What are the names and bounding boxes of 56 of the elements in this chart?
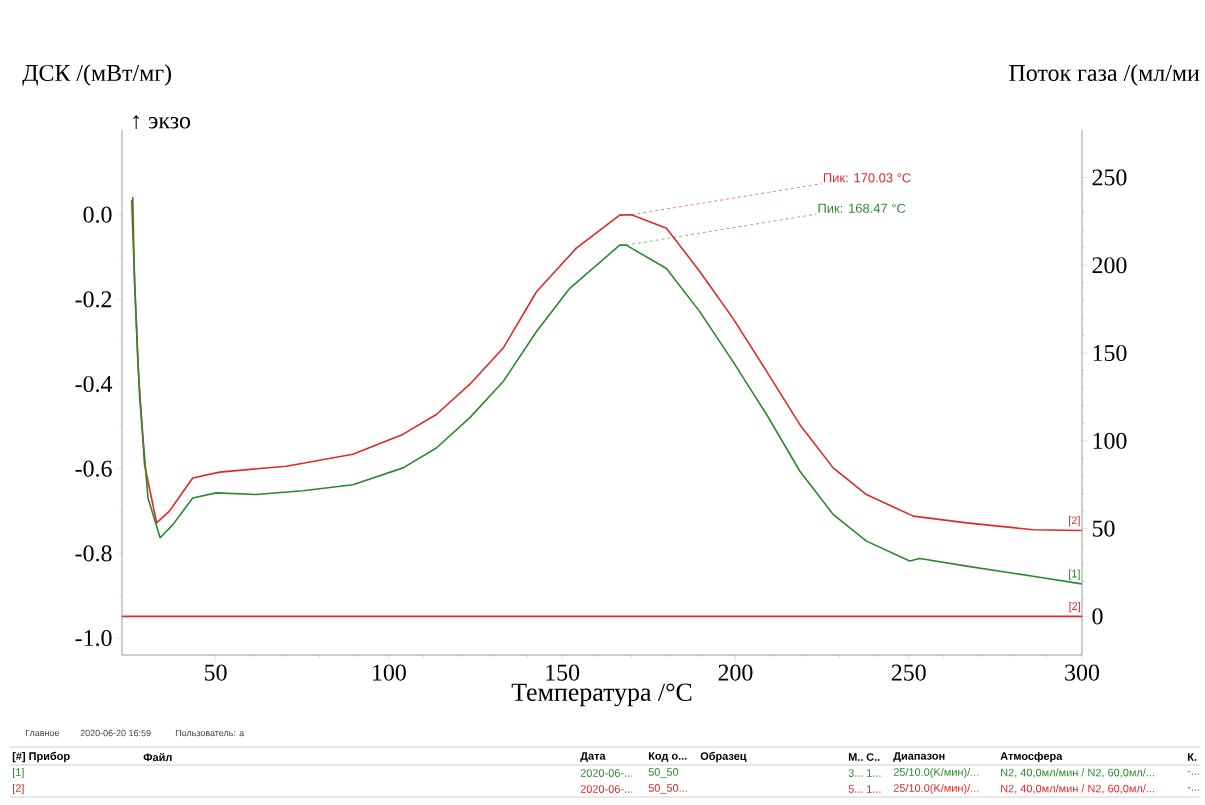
text: Код о...: [648, 752, 687, 762]
x-tick-label: 200: [718, 664, 753, 681]
text: Дата: [580, 752, 606, 762]
x-axis-title: Температура /°C: [511, 683, 692, 707]
text: 2020-06-...: [580, 785, 633, 793]
series-label: [2]: [1069, 601, 1081, 613]
text: 3...: [848, 769, 863, 777]
text: 50_50...: [648, 784, 687, 794]
y-tick-label: 0.0: [83, 206, 112, 223]
text: К.: [1187, 753, 1197, 761]
x-tick-label: 100: [373, 664, 406, 681]
y2-tick-label: 250: [1092, 169, 1127, 186]
text: 25/10.0(K/мин)/...: [893, 767, 979, 779]
y-tick-label: -0.8: [75, 545, 112, 562]
annotation: Пик: 168.47 °C: [818, 203, 906, 213]
text: ↑ экзо: [133, 114, 191, 130]
text: 1...: [867, 769, 881, 777]
series-label: [2]: [1069, 516, 1080, 527]
x-tick-label: 250: [891, 664, 926, 681]
x-tick-label: 150: [546, 664, 580, 681]
text: Пользователь: a: [175, 729, 245, 737]
y2-tick-label: 200: [1092, 257, 1127, 274]
x-tick-label: 50: [205, 664, 227, 681]
text: N2, 40,0мл/мин / N2, 60,0мл/...: [1001, 784, 1154, 794]
text: Файл: [143, 752, 172, 762]
y2-tick-label: 50: [1092, 520, 1115, 537]
y2-tick-label: 0: [1092, 608, 1103, 625]
text: [#] Прибор: [12, 751, 70, 763]
series-label: [1]: [1069, 569, 1080, 580]
text: 50_50: [648, 768, 679, 778]
text: [1]: [12, 767, 24, 779]
text: Атмосфера: [1000, 751, 1063, 763]
y2-axis-title: Поток газа /(мл/ми: [1009, 64, 1200, 86]
text: 2020-06-...: [580, 769, 633, 777]
text: 2020-06-20 16:59: [80, 729, 151, 737]
text: 25/10.0(K/мин)/...: [893, 783, 979, 795]
x-tick-label: 300: [1065, 664, 1100, 681]
text: Диапазон: [893, 752, 945, 762]
y-tick-label: -0.2: [75, 291, 112, 308]
text: -...: [1187, 787, 1199, 791]
text: 5...: [848, 785, 863, 793]
y-tick-label: -0.4: [75, 375, 113, 393]
y2-tick-label: 100: [1093, 432, 1127, 449]
y-tick-label: -0.6: [75, 460, 112, 477]
text: 1...: [867, 785, 881, 793]
text: С..: [866, 753, 880, 761]
y-tick-label: -1.0: [75, 629, 112, 647]
y-axis-title: ДСК /(мВт/мг): [22, 64, 172, 86]
text: Образец: [700, 751, 747, 763]
text: [2]: [12, 783, 24, 795]
text: Главное: [25, 729, 60, 737]
text: М..: [848, 753, 863, 761]
y2-tick-label: 150: [1093, 344, 1127, 362]
annotation: Пик: 170.03 °C: [823, 173, 911, 183]
text: N2, 40,0мл/мин / N2, 60,0мл/...: [1001, 768, 1154, 778]
text: -...: [1187, 771, 1199, 775]
